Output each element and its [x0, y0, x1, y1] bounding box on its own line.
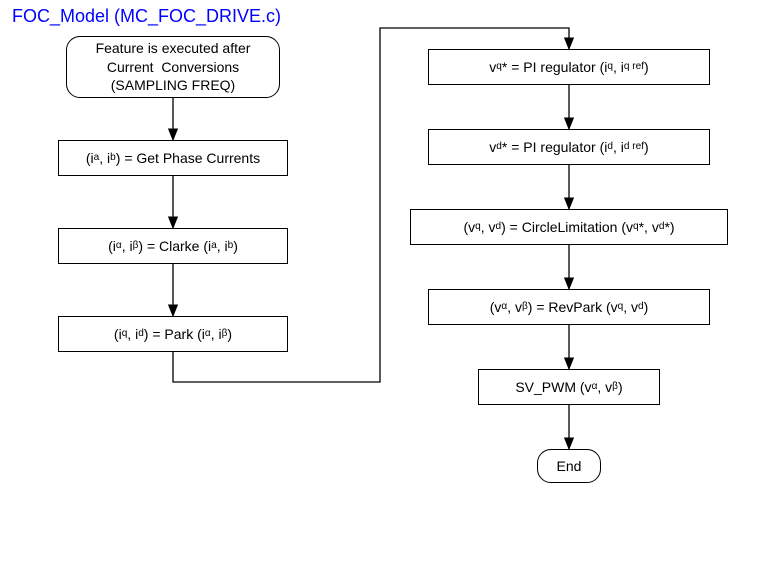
flow-node-svpwm: SV_PWM (vα, vβ) [478, 369, 660, 405]
flow-node-pi_q: vq* = PI regulator (iq, iq ref) [428, 49, 710, 85]
flow-node-pi_d: vd* = PI regulator (id, id ref) [428, 129, 710, 165]
flow-node-getphase: (ia, ib) = Get Phase Currents [58, 140, 288, 176]
flow-node-end: End [537, 449, 601, 483]
flow-node-clarke: (iα, iβ) = Clarke (ia, ib) [58, 228, 288, 264]
page-title: FOC_Model (MC_FOC_DRIVE.c) [12, 6, 281, 27]
flow-node-circle: (vq, vd) = CircleLimitation (vq*, vd*) [410, 209, 728, 245]
flow-node-revpark: (vα, vβ) = RevPark (vq, vd) [428, 289, 710, 325]
flow-node-start: Feature is executed afterCurrent Convers… [66, 36, 280, 98]
flow-node-park: (iq, id) = Park (iα, iβ) [58, 316, 288, 352]
